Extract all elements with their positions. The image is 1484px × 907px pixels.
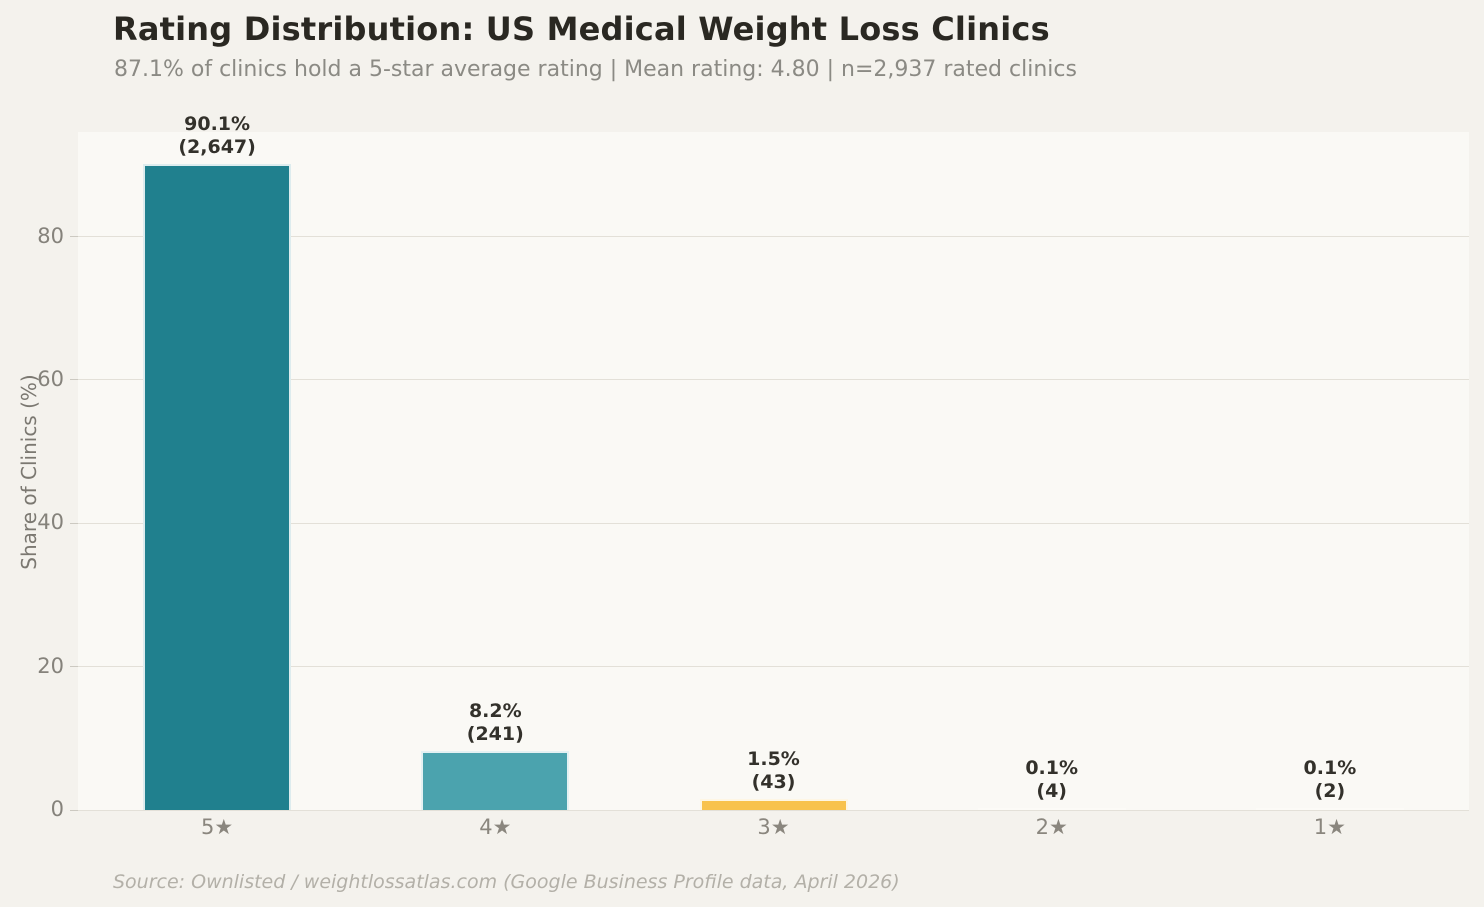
y-tick-mark [70,379,78,381]
bar-value-label: 8.2% (241) [385,700,605,746]
x-tick-label-3star: 3★ [757,815,790,839]
bar-count-label: (241) [466,723,524,746]
y-tick-mark [70,236,78,238]
y-tick-label: 40 [37,510,64,535]
bar-4star [421,751,570,810]
gridline [78,809,1469,811]
bar-value-label: 0.1% (4) [942,757,1162,803]
bar-percent-label: 0.1% [1025,757,1079,779]
gridline [78,379,1469,381]
bar-percent-label: 90.1% [184,113,251,136]
y-axis-label: Share of Clinics (%) [17,374,41,570]
y-tick-label: 60 [37,366,64,391]
y-tick-mark [70,522,78,524]
gridline [78,666,1469,668]
bar-value-label: 1.5% (43) [664,748,884,794]
y-tick-label: 20 [37,653,64,678]
bar-percent-label: 8.2% [468,700,522,723]
bar-value-label: 0.1% (2) [1220,757,1440,803]
bar-count-label: (4) [1036,780,1067,802]
x-tick-label-2star: 2★ [1035,815,1068,839]
x-tick-label-5star: 5★ [201,815,234,839]
chart-subtitle: 87.1% of clinics hold a 5-star average r… [114,57,1077,82]
bar-5star [143,164,292,810]
bar-3star [699,799,848,810]
bar-count-label: (2,647) [178,136,256,159]
x-tick-label-4star: 4★ [479,815,512,839]
page-title: Rating Distribution: US Medical Weight L… [113,10,1050,48]
bar-percent-label: 0.1% [1303,757,1357,779]
source-note: Source: Ownlisted / weightlossatlas.com … [113,871,900,893]
bar-value-label: 90.1% (2,647) [107,113,327,159]
y-tick-label: 80 [37,223,64,248]
y-tick-mark [70,809,78,811]
bar-count-label: (2) [1314,780,1346,802]
x-tick-label-1star: 1★ [1313,815,1346,839]
y-tick-label: 0 [50,797,64,821]
y-tick-mark [70,666,78,668]
bar-1star [1255,808,1404,810]
bar-2star [977,808,1126,810]
gridline [78,522,1469,524]
plot-area [78,132,1469,811]
gridline [78,236,1469,238]
bar-percent-label: 1.5% [747,748,800,771]
bar-count-label: (43) [751,771,796,794]
